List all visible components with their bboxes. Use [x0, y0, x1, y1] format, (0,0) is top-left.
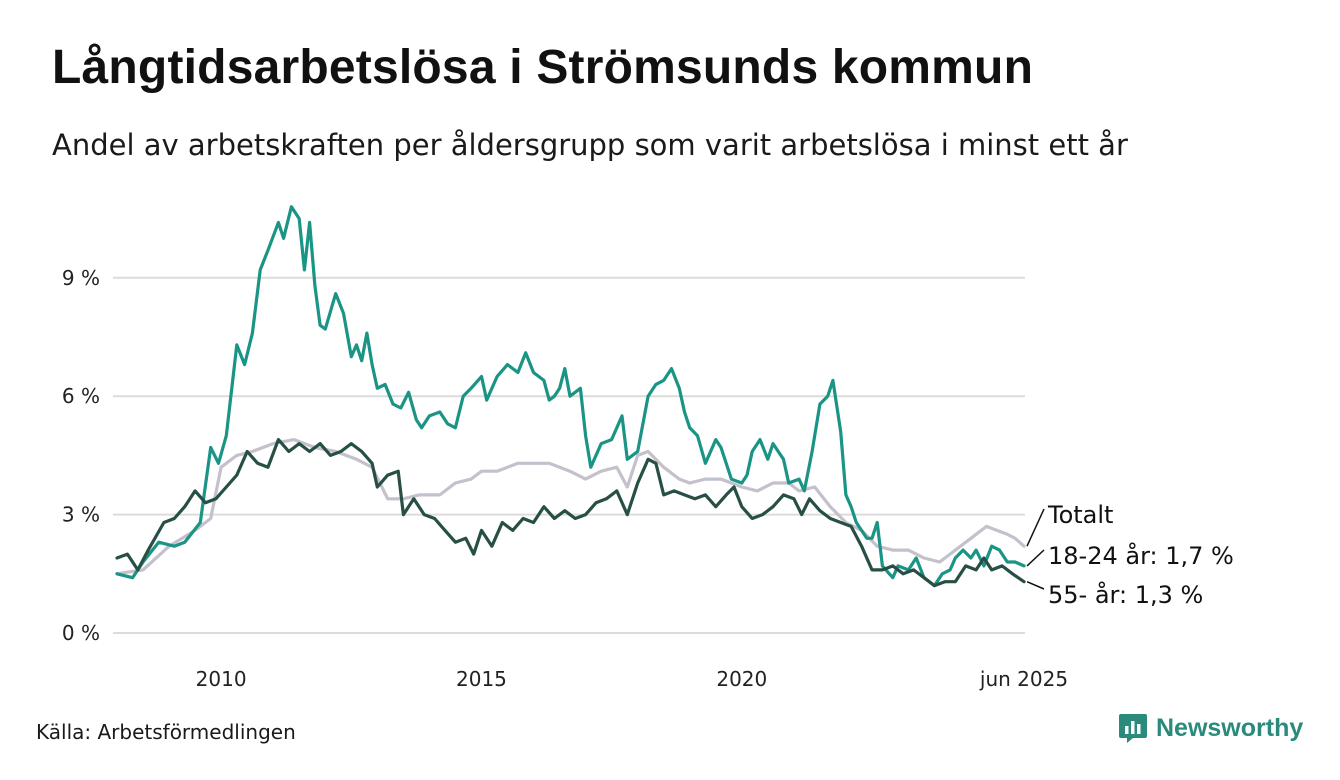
end-label-totalt: Totalt [1047, 501, 1113, 529]
y-tick-label: 6 % [62, 384, 100, 408]
y-tick-label: 3 % [62, 503, 100, 527]
x-tick-label: jun 2025 [979, 667, 1068, 691]
y-tick-label: 0 % [62, 621, 100, 645]
end-label-55-r: 55- år: 1,3 % [1048, 580, 1203, 609]
y-tick-label: 9 % [62, 266, 100, 290]
x-tick-label: 2010 [196, 667, 247, 691]
y-axis-tick-labels: 0 % 3 % 6 % 9 % [62, 266, 100, 645]
series-end-labels: Totalt 18-24 år: 1,7 % 55- år: 1,3 % [1026, 501, 1234, 609]
chart-title: Långtidsarbetslösa i Strömsunds kommun [52, 41, 1034, 94]
series-line-18-24-r [115, 205, 1026, 588]
series-line-55-r [115, 438, 1026, 588]
series-line-totalt [115, 438, 1026, 576]
bar-chart-speech-bubble-icon [1119, 714, 1147, 743]
end-label-18-24-r: 18-24 år: 1,7 % [1048, 541, 1234, 570]
series-lines [115, 205, 1026, 588]
leader-line [1026, 508, 1045, 547]
chart-subtitle: Andel av arbetskraften per åldersgrupp s… [52, 128, 1128, 162]
source-note: Källa: Arbetsförmedlingen [36, 720, 296, 744]
leader-line [1026, 581, 1045, 590]
newsworthy-logo: Newsworthy [1118, 712, 1303, 744]
brand-name: Newsworthy [1156, 713, 1304, 742]
x-axis-tick-labels: 2010 2015 2020 jun 2025 [196, 667, 1068, 691]
x-tick-label: 2020 [716, 667, 767, 691]
leader-line [1026, 549, 1045, 567]
x-tick-label: 2015 [456, 667, 507, 691]
